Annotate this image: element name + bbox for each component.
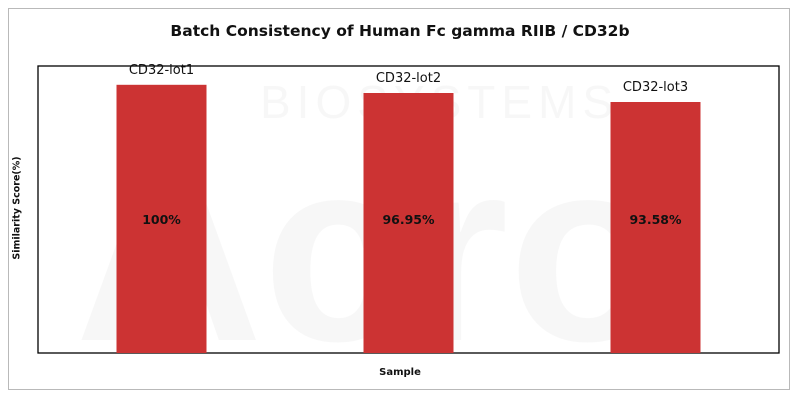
category-label-CD32-lot1: CD32-lot1	[129, 63, 194, 78]
y-axis-label: Similarity Score(%)	[11, 156, 23, 260]
bar-CD32-lot3	[610, 102, 701, 353]
bar-CD32-lot1	[116, 84, 207, 354]
value-label-CD32-lot1: 100%	[142, 212, 181, 227]
category-label-CD32-lot2: CD32-lot2	[376, 71, 441, 86]
value-label-CD32-lot2: 96.95%	[382, 212, 435, 227]
chart-title: Batch Consistency of Human Fc gamma RIIB…	[170, 22, 630, 40]
x-axis-label: Sample	[379, 367, 421, 378]
category-label-CD32-lot3: CD32-lot3	[623, 80, 688, 95]
value-label-CD32-lot3: 93.58%	[629, 212, 682, 227]
bar-CD32-lot2	[363, 93, 454, 353]
bar-series: CD32-lot1 100% CD32-lot2 96.95% CD32-lot3 93.…	[116, 63, 701, 354]
